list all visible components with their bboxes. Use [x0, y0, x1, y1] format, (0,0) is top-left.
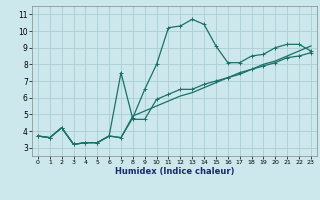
X-axis label: Humidex (Indice chaleur): Humidex (Indice chaleur): [115, 167, 234, 176]
